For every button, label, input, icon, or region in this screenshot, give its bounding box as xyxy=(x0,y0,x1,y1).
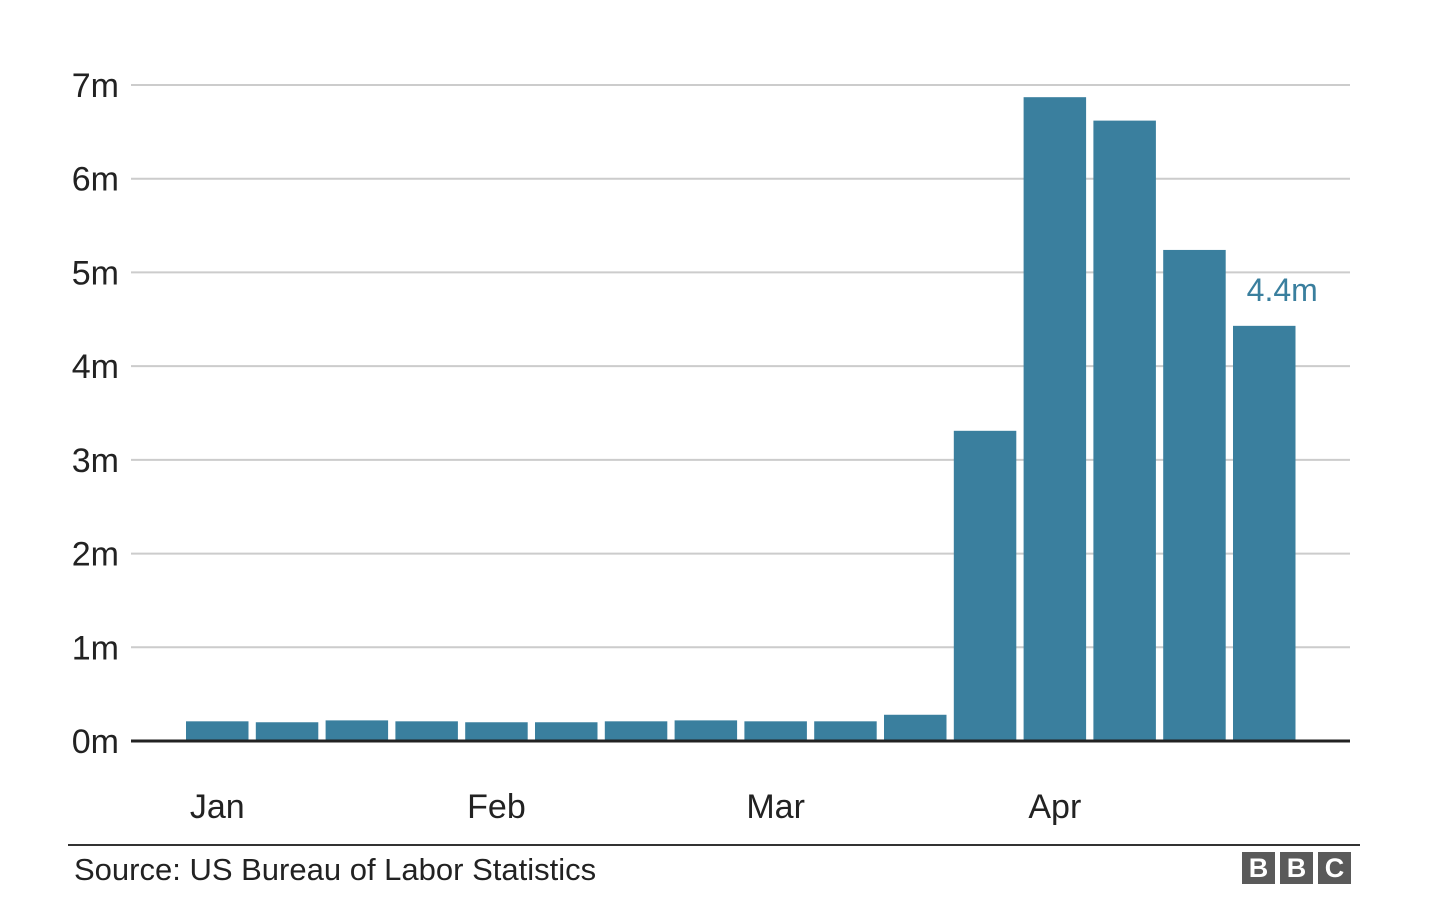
bbc-logo: B B C xyxy=(1242,852,1351,884)
y-tick-label-3: 3m xyxy=(72,442,119,480)
month-label-1: Feb xyxy=(467,788,526,826)
bar-0 xyxy=(186,721,249,741)
bar-8 xyxy=(744,721,807,741)
gridlines xyxy=(131,84,1350,649)
bar-7 xyxy=(674,720,738,741)
bar-6 xyxy=(604,721,668,741)
bar-5 xyxy=(535,722,598,741)
y-tick-label-0: 0m xyxy=(72,723,119,761)
y-axis-tick-labels: 0m 1m 2m 3m 4m 5m 6m 7m xyxy=(72,67,119,761)
month-label-2: Mar xyxy=(746,788,805,826)
y-tick-label-6: 6m xyxy=(72,161,119,199)
month-label-0: Jan xyxy=(190,788,245,826)
logo-letter-b1: B xyxy=(1242,852,1275,884)
y-tick-label-7: 7m xyxy=(72,67,119,105)
bar-15 xyxy=(1233,325,1296,741)
bar-14 xyxy=(1163,249,1226,742)
logo-letter-c: C xyxy=(1318,852,1351,884)
y-tick-label-5: 5m xyxy=(72,254,119,292)
bar-10 xyxy=(884,714,947,741)
data-label-0: 4.4m xyxy=(1247,272,1318,308)
bars xyxy=(186,97,1296,742)
logo-letter-b2: B xyxy=(1280,852,1313,884)
bar-2 xyxy=(325,720,389,741)
bar-4 xyxy=(465,722,528,741)
bar-9 xyxy=(814,721,877,741)
bar-11 xyxy=(953,430,1017,741)
footer-divider xyxy=(68,844,1360,846)
bar-1 xyxy=(255,722,319,741)
y-tick-label-1: 1m xyxy=(72,629,119,667)
month-label-3: Apr xyxy=(1028,788,1081,826)
y-tick-label-4: 4m xyxy=(72,348,119,386)
bar-12 xyxy=(1023,97,1087,741)
source-text: Source: US Bureau of Labor Statistics xyxy=(74,852,597,887)
x-axis-month-labels: Jan Feb Mar Apr xyxy=(190,788,1081,826)
bar-13 xyxy=(1093,120,1156,741)
bar-3 xyxy=(395,721,458,741)
data-labels: 4.4m xyxy=(1247,272,1318,308)
y-tick-label-2: 2m xyxy=(72,536,119,574)
